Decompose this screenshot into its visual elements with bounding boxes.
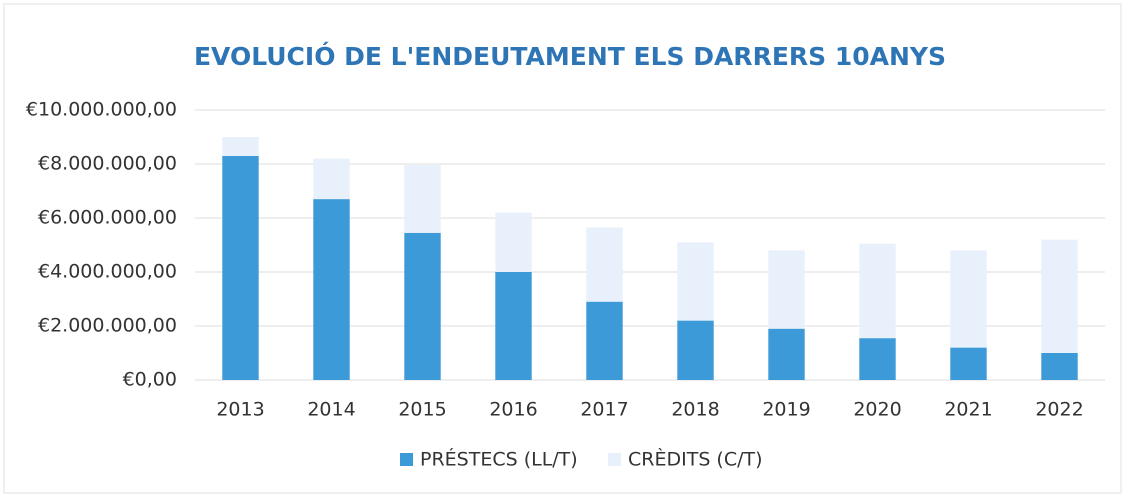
x-tick-label: 2014 xyxy=(307,399,355,421)
bar-segment xyxy=(768,328,805,380)
y-tick-label: €10.000.000,00 xyxy=(26,99,177,121)
chart-frame xyxy=(3,3,1122,494)
y-tick-label: €4.000.000,00 xyxy=(38,261,177,283)
x-tick-label: 2019 xyxy=(762,399,810,421)
bar-segment xyxy=(859,243,896,339)
bar-segment xyxy=(495,212,532,272)
y-tick-label: €2.000.000,00 xyxy=(38,315,177,337)
x-tick-label: 2020 xyxy=(853,399,901,421)
bar-segment xyxy=(859,338,896,380)
legend-label: CRÈDITS (C/T) xyxy=(628,448,763,471)
bar-segment xyxy=(222,137,259,156)
bar-segment xyxy=(1041,353,1078,380)
x-tick-label: 2013 xyxy=(216,399,264,421)
legend-swatch xyxy=(400,453,413,466)
bar-segment xyxy=(677,242,714,321)
x-tick-label: 2015 xyxy=(398,399,446,421)
bar-segment xyxy=(586,227,623,302)
y-tick-label: €6.000.000,00 xyxy=(38,207,177,229)
bar-segment xyxy=(677,320,714,380)
legend-label: PRÉSTECS (LL/T) xyxy=(420,448,578,471)
bar-segment xyxy=(404,165,441,233)
y-tick-label: €8.000.000,00 xyxy=(38,153,177,175)
bar-segment xyxy=(313,199,350,380)
bar-segment xyxy=(586,301,623,380)
x-tick-label: 2022 xyxy=(1035,399,1083,421)
x-tick-label: 2016 xyxy=(489,399,537,421)
legend-swatch xyxy=(608,453,621,466)
x-tick-label: 2018 xyxy=(671,399,719,421)
bar-segment xyxy=(950,250,987,348)
bar-segment xyxy=(1041,239,1078,353)
x-tick-label: 2017 xyxy=(580,399,628,421)
bar-segment xyxy=(950,347,987,380)
bar-segment xyxy=(222,155,259,380)
bar-segment xyxy=(495,272,532,380)
chart-title: EVOLUCIÓ DE L'ENDEUTAMENT ELS DARRERS 10… xyxy=(194,41,946,71)
bar-segment xyxy=(768,250,805,329)
bar-segment xyxy=(313,158,350,200)
y-tick-label: €0,00 xyxy=(123,369,177,391)
bar-segment xyxy=(404,232,441,380)
x-tick-label: 2021 xyxy=(944,399,992,421)
